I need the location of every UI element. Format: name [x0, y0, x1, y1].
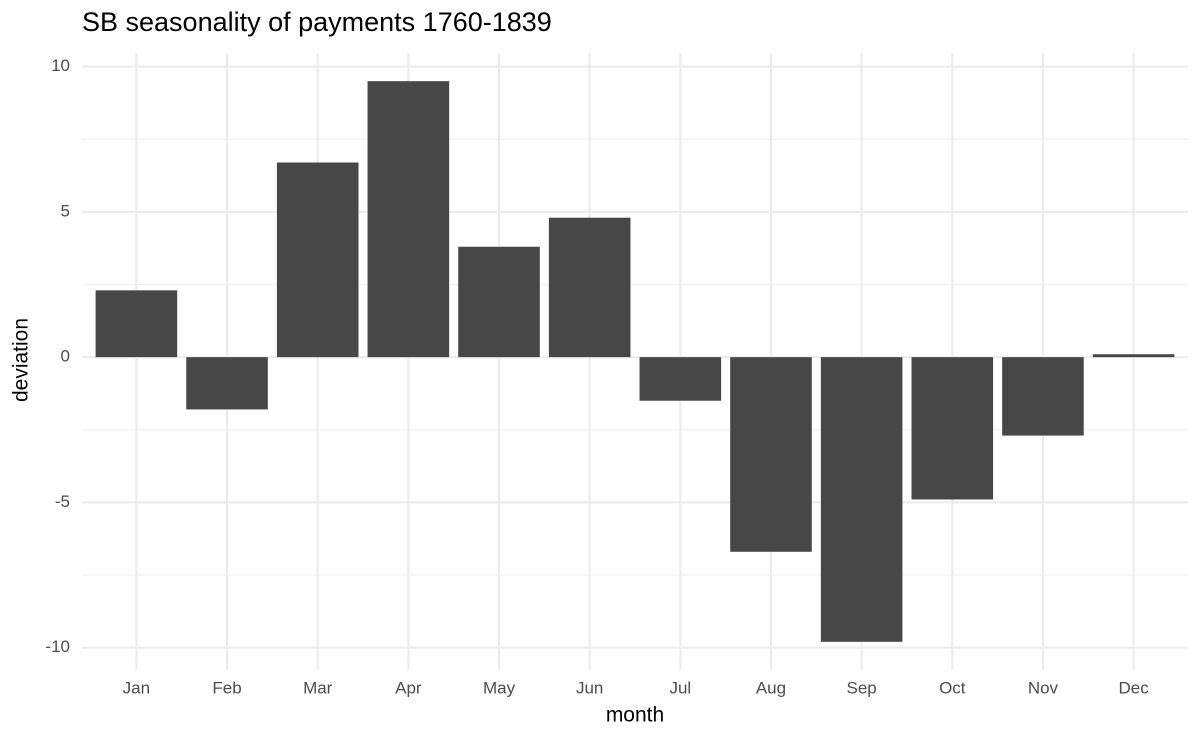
bar: [911, 357, 994, 500]
x-tick-label: Jul: [669, 678, 691, 697]
x-tick-label: Nov: [1028, 678, 1059, 697]
bar: [186, 357, 268, 410]
x-tick-label: Oct: [939, 678, 966, 697]
y-tick-label: -5: [55, 492, 70, 511]
bar: [639, 357, 722, 401]
y-tick-label: 0: [61, 347, 70, 366]
y-axis-title: deviation: [10, 318, 33, 402]
x-tick-label: Apr: [395, 678, 422, 697]
bar: [367, 81, 450, 358]
y-tick-label: 10: [51, 56, 70, 75]
chart-title: SB seasonality of payments 1760-1839: [82, 7, 552, 37]
bar: [1092, 354, 1175, 358]
bar: [730, 357, 812, 552]
x-tick-label: Sep: [847, 678, 877, 697]
x-tick-label: Aug: [756, 678, 786, 697]
bar: [276, 162, 359, 358]
bar: [458, 246, 540, 358]
x-tick-label: Mar: [303, 678, 333, 697]
bar: [548, 217, 631, 358]
x-axis-title: month: [606, 704, 664, 727]
bar: [1002, 357, 1084, 436]
x-tick-label: Dec: [1118, 678, 1149, 697]
bar: [820, 357, 903, 642]
x-tick-label: Jan: [123, 678, 150, 697]
bar: [95, 290, 178, 358]
x-tick-label: Feb: [212, 678, 241, 697]
x-tick-label: May: [483, 678, 516, 697]
x-tick-label: Jun: [576, 678, 603, 697]
y-tick-label: -10: [45, 637, 70, 656]
y-tick-label: 5: [61, 201, 70, 220]
marks: [95, 81, 1175, 642]
